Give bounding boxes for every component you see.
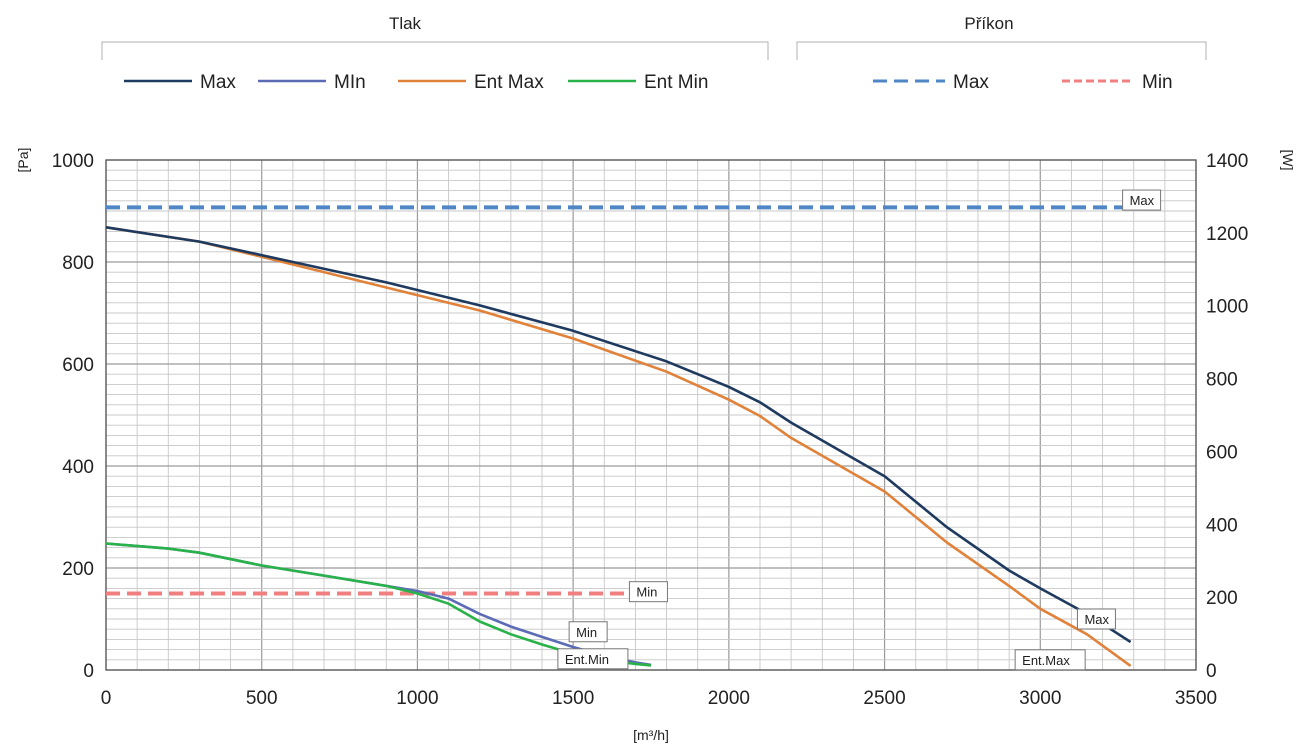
annotation-box xyxy=(557,648,629,670)
legend-label: Min xyxy=(1142,72,1173,93)
y-right-axis-label: [W] xyxy=(1280,150,1296,171)
legend-group-bracket xyxy=(796,41,1207,60)
y-right-tick-label: 1000 xyxy=(1206,297,1248,318)
y-right-tick-label: 800 xyxy=(1206,370,1238,391)
y-right-tick-label: 1200 xyxy=(1206,224,1248,245)
annotation-ent-min: Ent.Min xyxy=(557,648,629,670)
legend-label: Max xyxy=(200,72,236,93)
y-left-tick-label: 800 xyxy=(62,253,94,274)
x-tick-label: 2000 xyxy=(708,688,750,709)
annotation-max: Max xyxy=(1076,608,1116,630)
y-right-tick-label: 0 xyxy=(1206,661,1217,682)
y-right-tick-label: 1400 xyxy=(1206,151,1248,172)
x-tick-label: 500 xyxy=(246,688,278,709)
annotation-p-kon-min: Min xyxy=(628,581,668,603)
legend-group-prikon: Příkon Max Min xyxy=(796,14,1207,93)
y-left-tick-label: 400 xyxy=(62,457,94,478)
annotation-box xyxy=(1122,189,1162,211)
annotation-label: Max xyxy=(1130,193,1155,208)
legend-label: Max xyxy=(953,72,989,93)
x-tick-label: 3500 xyxy=(1175,688,1217,709)
y-left-tick-label: 1000 xyxy=(52,151,94,172)
annotation-box xyxy=(1076,608,1116,630)
legend-group-bracket xyxy=(101,41,769,60)
legend-label: Ent Min xyxy=(644,72,708,93)
y-right-tick-label: 600 xyxy=(1206,442,1238,463)
chart-axes: 0 500 1000 1500 2000 2500 3000 3500020040060080… xyxy=(15,148,1296,743)
series-line-ent-max xyxy=(105,226,1132,667)
annotation-label: Max xyxy=(1084,612,1109,627)
legend-group-title: Příkon xyxy=(964,14,1013,33)
legend-label: Ent Max xyxy=(474,72,544,93)
annotation-p-kon-max: Max xyxy=(1122,189,1162,211)
annotation-label: Ent.Min xyxy=(565,652,609,667)
annotation-box xyxy=(568,621,608,643)
series-line-min xyxy=(105,542,652,667)
x-tick-label: 3000 xyxy=(1019,688,1061,709)
series-line-max xyxy=(105,226,1132,644)
chart-grid xyxy=(105,159,1197,671)
annotation-ent-max: Ent.Max xyxy=(1014,649,1086,671)
x-tick-label: 1500 xyxy=(552,688,594,709)
x-tick-label: 0 xyxy=(101,688,112,709)
y-left-tick-label: 600 xyxy=(62,355,94,376)
legend-group-title: Tlak xyxy=(389,14,422,33)
legend-label: MIn xyxy=(334,72,366,93)
y-right-tick-label: 200 xyxy=(1206,588,1238,609)
plot-frame xyxy=(105,159,1197,671)
annotation-box xyxy=(628,581,668,603)
annotation-label: Ent.Max xyxy=(1022,653,1070,668)
y-left-tick-label: 200 xyxy=(62,559,94,580)
x-tick-label: 1000 xyxy=(396,688,438,709)
y-left-axis-label: [Pa] xyxy=(15,148,31,173)
x-tick-label: 2500 xyxy=(863,688,905,709)
annotation-label: Min xyxy=(636,585,657,600)
y-left-tick-label: 0 xyxy=(83,661,94,682)
annotations: Max Min Ent.Max Ent.Min Max Min xyxy=(557,189,1162,671)
legend-group-tlak: Tlak Max MIn Ent Max Ent Min xyxy=(101,14,769,93)
annotation-label: Min xyxy=(576,625,597,640)
annotation-box xyxy=(1014,649,1086,671)
y-right-tick-label: 400 xyxy=(1206,515,1238,536)
annotation-min: Min xyxy=(568,621,608,643)
x-axis-label: [m³/h] xyxy=(633,727,669,743)
legend: Tlak Max MIn Ent Max Ent Min Příkon Max Min xyxy=(101,14,1207,93)
series-layer xyxy=(105,205,1132,667)
